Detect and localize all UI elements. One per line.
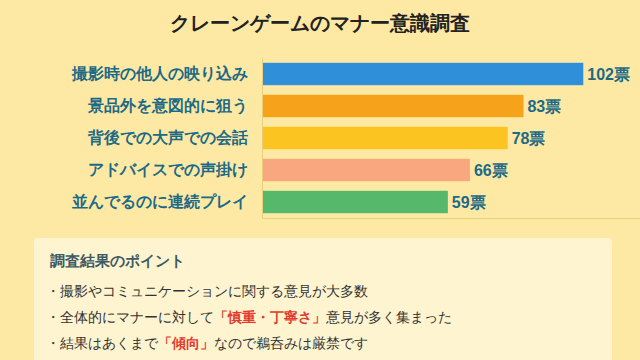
note-part: 意見が多く集まった: [325, 309, 452, 325]
bar: [262, 63, 583, 85]
y-axis: 撮影時の他人の映り込み景品外を意図的に狙う背後での大声での会話アドバイスでの声掛…: [71, 59, 263, 219]
data-labels: 102票 83票 78票66票 59票: [452, 66, 630, 211]
bar: [262, 127, 508, 149]
y-tick-label: 並んでるのに連続プレイ: [71, 193, 248, 210]
notes-box: [34, 238, 612, 360]
chart: クレーンゲームのマナー意識調査撮影時の他人の映り込み景品外を意図的に狙う背後での…: [0, 0, 640, 360]
note-part: なので鵜呑みは厳禁です: [214, 335, 368, 351]
note: ・全体的にマナーに対して「慎重・丁寧さ」意見が多く集まった: [46, 309, 452, 325]
y-tick: 並んでるのに連続プレイ: [71, 193, 262, 210]
data-label: 59票: [452, 194, 486, 211]
data-label: 66票: [474, 162, 508, 179]
bar: [262, 95, 523, 117]
title: クレーンゲームのマナー意識調査: [170, 12, 470, 34]
y-tick-label: 景品外を意図的に狙う: [87, 97, 248, 115]
data-label: 83票: [527, 98, 561, 115]
note-part: ・全体的にマナーに対して: [46, 309, 214, 325]
y-tick-label: 背後での大声での会話: [87, 129, 248, 146]
y-tick: アドバイスでの声掛け: [88, 161, 262, 179]
note-part: ・結果はあくまで: [46, 335, 159, 351]
data-label: 78票: [512, 130, 546, 147]
note-part: ・撮影やコミュニケーションに関する意見が大多数: [46, 283, 368, 299]
note: ・結果はあくまで「傾向」なので鵜呑みは厳禁です: [46, 335, 368, 351]
note-highlight: 「慎重・丁寧さ」: [214, 309, 326, 325]
bar: [262, 191, 448, 213]
y-tick-label: 撮影時の他人の映り込み: [71, 65, 248, 82]
y-tick: 景品外を意図的に狙う: [87, 97, 262, 115]
data-label: 102票: [587, 66, 630, 83]
y-axis-line: [262, 59, 263, 219]
x-axis-line: [263, 218, 640, 219]
note-highlight: 「傾向」: [158, 335, 214, 351]
notes-title: 調査結果のポイント: [50, 252, 185, 269]
x-axis: [263, 218, 640, 219]
note: ・撮影やコミュニケーションに関する意見が大多数: [46, 283, 368, 299]
bar: [262, 159, 470, 181]
y-tick: 背後での大声での会話: [87, 129, 262, 146]
y-tick-label: アドバイスでの声掛け: [88, 161, 248, 179]
y-tick: 撮影時の他人の映り込み: [71, 65, 262, 82]
bars: [262, 63, 583, 213]
